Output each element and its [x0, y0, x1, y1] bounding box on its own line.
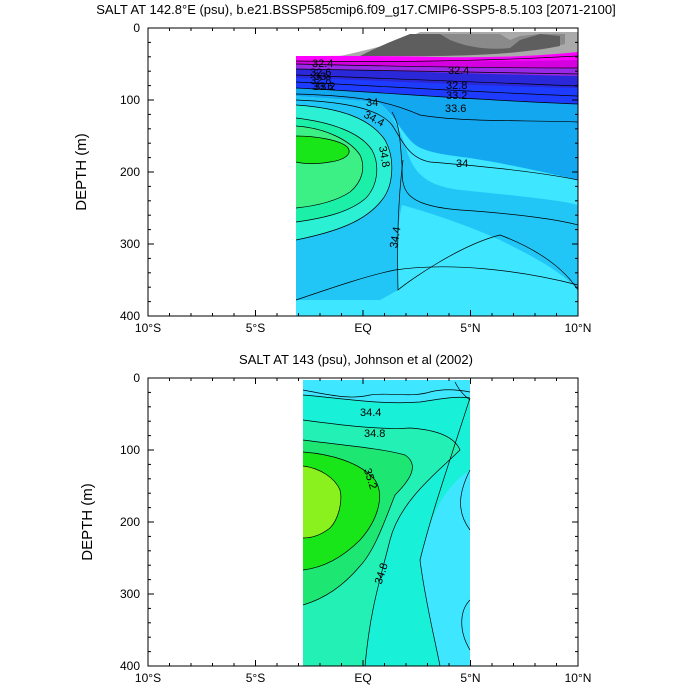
bottom-contour-line: [302, 451, 380, 571]
top-x-tick-label: 5°N: [460, 321, 480, 335]
top-x-tick-label: 5°S: [246, 321, 265, 335]
bottom-contour-label: 34.4: [360, 407, 381, 419]
top-contour-line: [295, 99, 578, 181]
top-contour-line: [295, 93, 578, 123]
bottom-contour-line: [302, 439, 413, 606]
top-contour-label: 34.4: [388, 226, 404, 249]
top-x-tick-label: 10°S: [135, 321, 161, 335]
top-x-tick-label: EQ: [354, 321, 371, 335]
bottom-contour-line: [461, 599, 471, 651]
bottom-y-tick-label: 300: [120, 587, 140, 601]
bottom-y-axis-label: DEPTH (m): [79, 483, 96, 561]
top-contour-label: 33.6: [445, 103, 466, 115]
top-y-tick-label: 300: [120, 237, 140, 251]
bottom-contour-lines: [302, 381, 471, 666]
bottom-contour-line: [454, 381, 471, 401]
bottom-contour-label: 34.8: [364, 428, 385, 440]
bottom-y-tick-label: 200: [120, 515, 140, 529]
top-y-tick-label: 100: [120, 93, 140, 107]
bottom-contour-line: [302, 419, 461, 666]
top-contour-line: [295, 68, 578, 75]
top-contour-label: 32.8: [446, 80, 467, 92]
top-contour-label: 33.2: [446, 90, 467, 102]
bottom-contour-line: [302, 394, 471, 404]
top-y-axis-label: DEPTH (m): [73, 133, 90, 211]
top-contour-line: [295, 125, 364, 209]
top-contour-label: 33.2: [314, 81, 335, 93]
bottom-contour-field: 34.4 34.8 35.2 34.8: [302, 380, 471, 666]
top-contour-label: 34.8: [376, 145, 392, 168]
bottom-contour-line: [302, 465, 342, 539]
top-contour-line: [295, 63, 578, 69]
top-y-tick-label: 0: [133, 21, 140, 35]
bottom-x-tick-label: 10°N: [565, 671, 592, 685]
top-contour-label: 34: [366, 97, 378, 109]
top-contour-label: 32.4: [448, 65, 469, 77]
bottom-contour-line: [419, 397, 471, 666]
top-y-tick-label: 400: [120, 309, 140, 323]
top-fill-gray-dark: [360, 34, 560, 56]
top-contour-line: [295, 135, 350, 164]
top-contour-line: [295, 87, 578, 105]
top-contour-line: [295, 74, 578, 87]
bottom-fill-lime: [303, 466, 341, 538]
bottom-x-tick-label: EQ: [354, 671, 371, 685]
top-contour-line: [391, 111, 578, 226]
bottom-panel-title: SALT AT 143 (psu), Johnson et al (2002): [239, 352, 473, 367]
bottom-axis-ticks: 10°S 5°S EQ 5°N 10°N 0 100 200 300 400: [120, 371, 591, 685]
bottom-x-tick-label: 5°S: [246, 671, 265, 685]
top-x-tick-label: 10°N: [565, 321, 592, 335]
top-contour-field: 32.4 32.6 32.8 33 33.2 33.6 34 34.4 34.8…: [295, 32, 578, 316]
top-axis-ticks: 10°S 5°S EQ 5°N 10°N 0 100 200 300 400: [120, 21, 591, 335]
bottom-x-tick-label: 10°S: [135, 671, 161, 685]
top-y-tick-label: 200: [120, 165, 140, 179]
top-contour-label: 33.6: [312, 81, 333, 93]
top-fill-green: [296, 136, 350, 164]
top-contour-line: [295, 266, 578, 301]
bottom-y-tick-label: 400: [120, 659, 140, 673]
bottom-y-tick-label: 100: [120, 443, 140, 457]
top-contour-label: 32.6: [310, 67, 331, 79]
bottom-panel: SALT AT 143 (psu), Johnson et al (2002): [79, 352, 591, 685]
top-contour-line: [295, 55, 578, 62]
bottom-contour-line: [302, 389, 471, 398]
top-panel-title: SALT AT 142.8°E (psu), b.e21.BSSP585cmip…: [96, 2, 616, 17]
top-contour-label: 32.8: [310, 75, 331, 87]
bottom-x-tick-label: 5°N: [460, 671, 480, 685]
top-contour-label: 32.4: [312, 58, 333, 70]
top-contour-line: [397, 159, 578, 291]
bottom-contour-line: [460, 469, 471, 531]
top-contour-line: [295, 117, 378, 223]
top-contour-line: [295, 81, 578, 97]
top-contour-lines: [295, 55, 578, 301]
top-contour-line: [295, 104, 393, 241]
bottom-y-tick-label: 0: [133, 371, 140, 385]
top-panel: SALT AT 142.8°E (psu), b.e21.BSSP585cmip…: [73, 2, 616, 335]
top-contour-label: 34: [456, 158, 468, 170]
top-contour-label: 33: [314, 71, 326, 83]
